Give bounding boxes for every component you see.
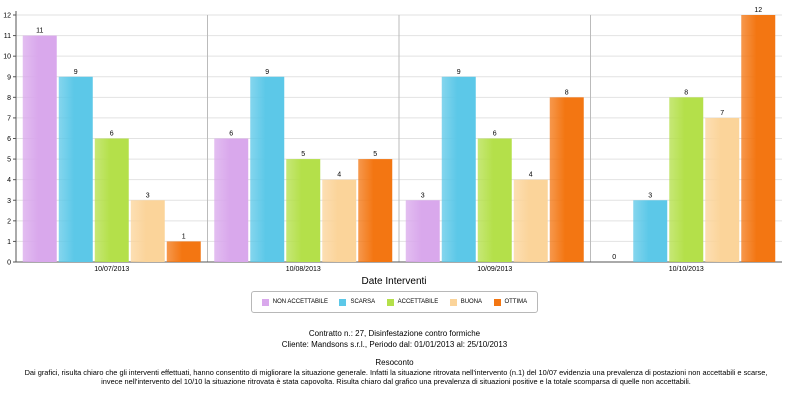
legend-swatch [493,298,501,306]
x-tick-label: 10/10/2013 [669,266,704,273]
legend-swatch [339,298,347,306]
x-tick-label: 10/07/2013 [94,266,129,273]
bar [513,179,548,262]
bar [214,138,249,262]
data-label: 5 [301,151,305,158]
legend-swatch [449,298,457,306]
data-label: 6 [110,131,114,138]
y-tick-label: 6 [7,136,11,143]
y-tick-label: 3 [7,198,11,205]
legend-item: SCARSA [339,298,376,306]
bar [130,200,165,262]
bar [705,117,740,263]
legend-swatch [261,298,269,306]
data-label: 5 [373,151,377,158]
bar [286,159,321,262]
bar [358,159,393,262]
chart-grid [16,14,782,263]
bar [441,76,476,262]
chart-bars [22,15,776,263]
y-tick-label: 7 [7,115,11,122]
x-tick-label: 10/09/2013 [477,266,512,273]
data-label: 3 [146,192,150,199]
y-tick-label: 2 [7,218,11,225]
legend-label: ACCETTABILE [397,299,439,305]
chart-labels: 11 9 6 3 1 6 9 5 4 5 3 9 6 4 8 0 3 8 7 12 [36,7,762,261]
data-label: 3 [421,192,425,199]
data-label: 9 [265,69,269,76]
bar [94,138,129,262]
data-label: 4 [337,172,341,179]
chart-legend: NON ACCETTABILE SCARSA ACCETTABILE BUONA OTT… [251,291,538,313]
data-label: 1 [182,233,186,240]
legend-item: OTTIMA [493,298,528,306]
y-tick-label: 9 [7,74,11,81]
report-title: Resoconto [375,358,414,367]
data-label: 9 [74,69,78,76]
contract-line: Contratto n.: 27, Disinfestazione contro… [308,329,481,338]
bar [549,97,584,262]
report-text: Dai grafici, risulta chiaro che gli inte… [24,368,768,386]
y-tick-label: 0 [7,260,11,267]
data-label: 8 [684,89,688,96]
data-label: 0 [612,254,616,261]
legend-item: BUONA [449,298,483,306]
bar [250,76,285,262]
legend-item: NON ACCETTABILE [261,298,328,306]
data-label: 4 [529,172,533,179]
data-label: 9 [457,69,461,76]
bar [477,138,512,262]
bar [405,200,440,262]
data-label: 7 [720,110,724,117]
legend-label: SCARSA [350,299,376,305]
bar [669,97,704,262]
y-tick-label: 5 [7,157,11,164]
data-label: 3 [648,192,652,199]
x-tick-label: 10/08/2013 [286,266,321,273]
y-tick-label: 12 [3,13,11,20]
y-tick-label: 10 [3,54,11,61]
client-line: Cliente: Mandsons s.r.l., Periodo dal: 0… [281,340,508,349]
y-tick-label: 1 [7,239,11,246]
bar [58,76,93,262]
data-label: 12 [754,7,762,14]
bar [633,200,668,262]
data-label: 6 [229,131,233,138]
legend-label: NON ACCETTABILE [272,299,328,305]
bar [741,15,776,262]
legend-label: OTTIMA [504,299,528,305]
bar [22,35,57,263]
data-label: 8 [565,89,569,96]
legend-item: ACCETTABILE [386,298,439,306]
legend-swatch [386,298,394,306]
legend-label: BUONA [460,299,483,305]
data-label: 11 [36,28,43,35]
bar [166,241,201,262]
data-label: 6 [493,131,497,138]
y-tick-label: 11 [4,33,11,40]
y-tick-label: 8 [7,95,11,102]
x-axis-title: Date Interventi [361,276,426,287]
bar [322,179,357,262]
y-tick-label: 4 [7,177,11,184]
